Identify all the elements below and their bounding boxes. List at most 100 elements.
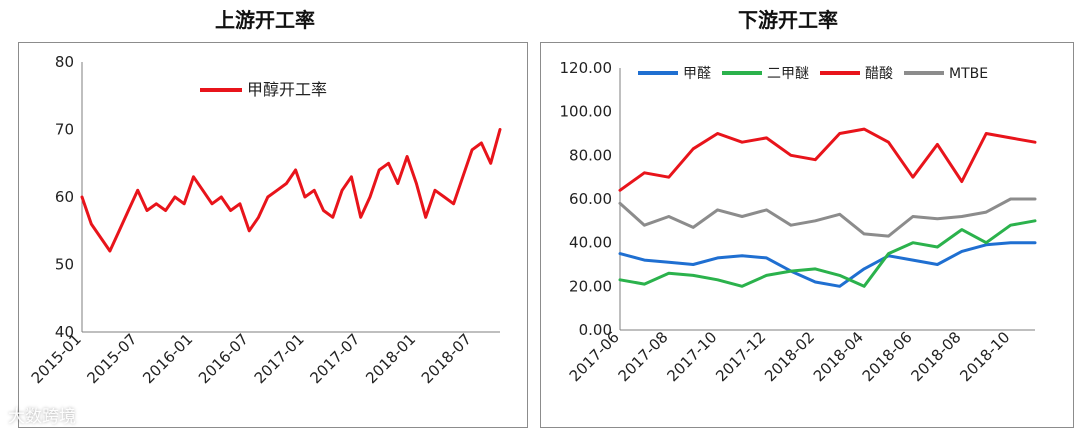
data-point	[692, 263, 695, 266]
data-point	[765, 256, 768, 260]
data-point	[643, 171, 646, 174]
data-point	[313, 189, 316, 192]
data-point	[275, 189, 279, 192]
data-point	[984, 210, 988, 214]
data-point	[765, 208, 768, 212]
data-point	[1009, 197, 1012, 201]
data-point	[145, 209, 149, 212]
data-point	[936, 263, 939, 266]
data-point	[862, 285, 866, 288]
x-tick-label: 2018-06	[859, 328, 916, 385]
data-point	[789, 269, 793, 273]
y-tick-label: 40	[55, 323, 74, 341]
data-point	[667, 261, 671, 264]
data-point	[498, 128, 502, 131]
watermark: 大数跨境	[8, 407, 76, 427]
data-point	[117, 229, 121, 232]
y-tick-label: 40.00	[569, 234, 612, 252]
x-tick-label: 2018-10	[956, 328, 1013, 385]
data-point	[984, 132, 988, 135]
left-chart-frame	[18, 42, 528, 428]
data-point	[340, 189, 344, 192]
legend-label: MTBE	[949, 66, 988, 82]
data-point	[368, 195, 372, 199]
data-point	[285, 182, 288, 185]
data-point	[387, 162, 390, 165]
x-tick-label: 2018-07	[418, 330, 475, 387]
data-point	[887, 234, 890, 238]
data-point	[1033, 219, 1037, 223]
data-point	[692, 147, 695, 150]
data-point	[838, 132, 841, 135]
data-point	[201, 189, 204, 192]
data-point	[911, 215, 915, 218]
data-point	[789, 154, 793, 157]
data-point	[489, 162, 492, 165]
data-point	[814, 219, 817, 223]
y-tick-label: 60.00	[569, 190, 612, 208]
data-point	[789, 224, 793, 227]
series-line	[618, 127, 1037, 192]
data-point	[378, 168, 381, 172]
data-point	[643, 258, 646, 262]
data-point	[765, 274, 768, 277]
right-chart-frame	[540, 42, 1074, 428]
y-tick-label: 50	[55, 256, 74, 274]
data-point	[984, 241, 988, 244]
data-point	[331, 216, 334, 219]
data-point	[887, 252, 890, 255]
left-chart-title: 上游开工率	[215, 8, 315, 32]
data-point	[740, 215, 744, 218]
x-tick-label: 2017-01	[251, 330, 308, 387]
data-point	[911, 241, 915, 244]
data-point	[266, 195, 269, 199]
legend-label: 甲醛	[683, 66, 711, 82]
y-tick-label: 60	[55, 188, 74, 206]
data-point	[911, 258, 915, 262]
data-point	[984, 243, 988, 247]
data-point	[716, 132, 719, 135]
data-point	[238, 202, 242, 205]
data-point	[862, 232, 866, 236]
data-point	[248, 229, 251, 232]
series-line	[618, 219, 1037, 288]
y-tick-label: 80	[55, 53, 74, 71]
data-point	[862, 127, 866, 131]
data-point	[350, 175, 353, 178]
data-point	[740, 285, 744, 288]
data-point	[960, 228, 963, 231]
data-point	[618, 202, 622, 205]
data-point	[862, 267, 866, 271]
series-line	[618, 241, 1037, 288]
data-point	[643, 224, 646, 227]
data-point	[127, 209, 130, 212]
data-point	[765, 136, 768, 140]
data-point	[182, 202, 186, 205]
data-point	[359, 216, 362, 219]
x-tick-label: 2016-01	[139, 330, 196, 387]
data-point	[210, 202, 214, 205]
y-tick-label: 70	[55, 121, 74, 139]
data-point	[740, 141, 744, 144]
data-point	[838, 285, 841, 288]
data-point	[618, 278, 622, 281]
right-chart-title: 下游开工率	[738, 8, 838, 32]
x-tick-label: 2017-08	[615, 328, 672, 385]
data-point	[643, 282, 646, 286]
data-point	[229, 209, 232, 212]
data-point	[257, 216, 260, 219]
data-point	[136, 189, 139, 192]
data-point	[164, 209, 167, 212]
data-point	[667, 175, 671, 179]
x-tick-label: 2016-07	[195, 330, 252, 387]
x-tick-label: 2018-01	[362, 330, 419, 387]
data-point	[936, 245, 939, 249]
legend-label: 二甲醚	[767, 66, 809, 82]
data-point	[1033, 197, 1037, 201]
data-point	[90, 222, 93, 226]
data-point	[192, 175, 195, 178]
data-point	[1033, 141, 1037, 144]
data-point	[692, 274, 695, 277]
data-point	[443, 195, 446, 199]
